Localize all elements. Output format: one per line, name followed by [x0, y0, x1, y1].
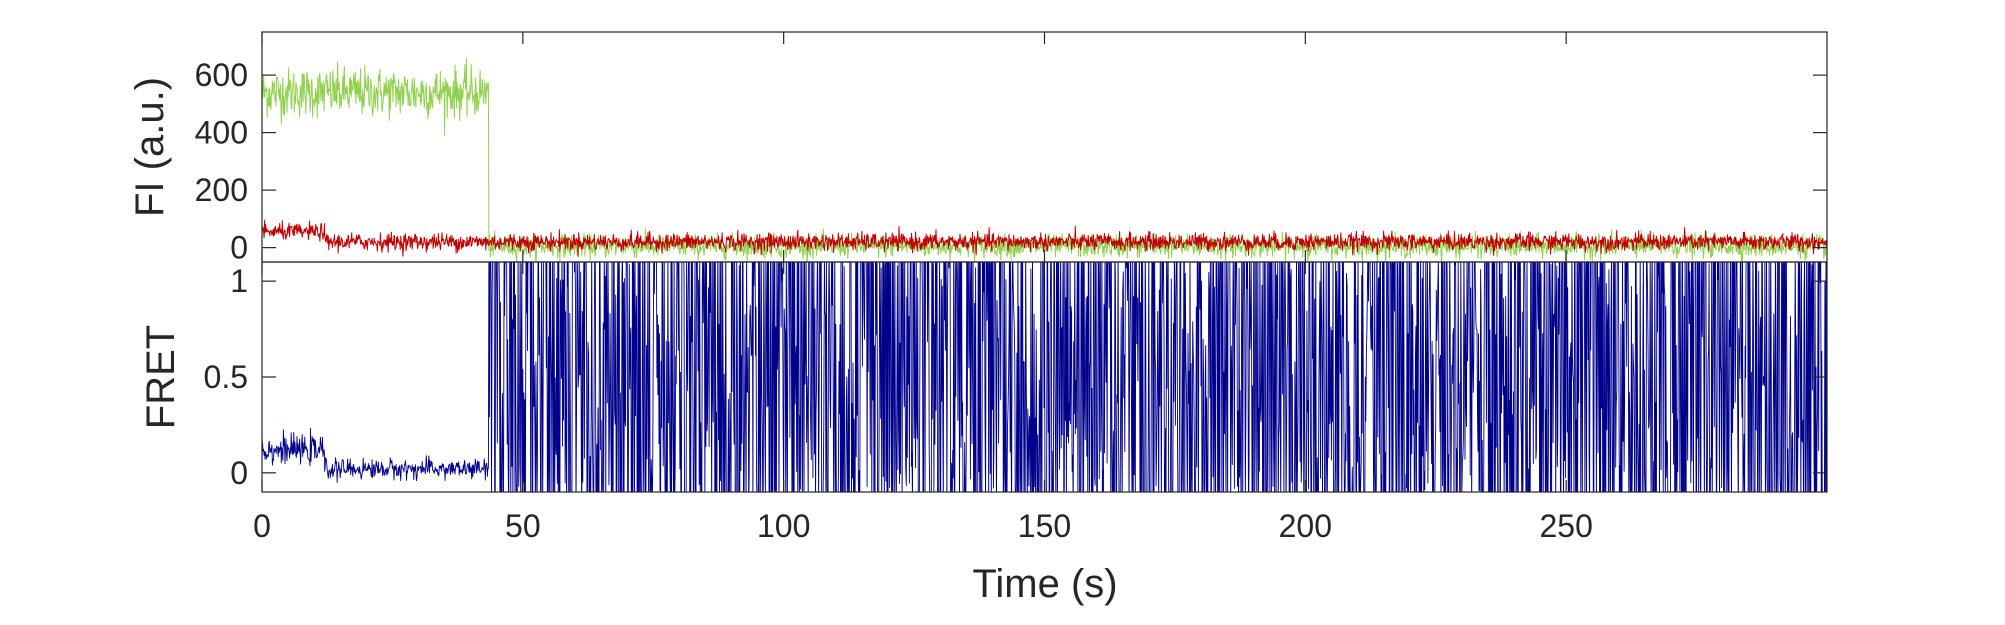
intensity-y-ticks: 0 200 400 600 — [195, 32, 1827, 266]
intensity-series-1-line — [262, 219, 1827, 257]
intensity-y-axis-label: FI (a.u.) — [128, 77, 172, 217]
intensity-y-tick-label: 600 — [195, 57, 248, 93]
intensity-y-tick-label: 0 — [230, 230, 248, 266]
intensity-series-group — [262, 58, 1827, 262]
intensity-y-tick-label: 200 — [195, 172, 248, 208]
fret-panel: 00.51 0 50 100 150 200 250 FRET Time (s) — [139, 261, 1828, 606]
fret-series-0-line — [262, 262, 1827, 492]
intensity-y-tick-label: 400 — [195, 115, 248, 151]
fret-y-tick-label: 0 — [230, 455, 248, 491]
time-x-tick-label: 100 — [757, 508, 810, 544]
time-x-tick-label: 200 — [1279, 508, 1332, 544]
fret-y-axis-label: FRET — [139, 325, 183, 429]
fret-y-tick-label: 0.5 — [204, 359, 248, 395]
time-x-ticks: 0 50 100 150 200 250 — [253, 262, 1593, 544]
fret-y-ticks: 00.51 — [204, 263, 1827, 491]
time-x-tick-label: 250 — [1539, 508, 1592, 544]
time-x-axis-label: Time (s) — [972, 562, 1117, 606]
time-x-tick-label: 50 — [505, 508, 541, 544]
intensity-panel-frame — [261, 31, 1828, 263]
time-x-tick-label: 0 — [253, 508, 271, 544]
fret-y-tick-label: 1 — [230, 263, 248, 299]
fret-series-group — [262, 262, 1827, 492]
intensity-panel: 0 200 400 600 FI (a.u.) — [128, 31, 1828, 266]
time-x-tick-label: 150 — [1018, 508, 1071, 544]
